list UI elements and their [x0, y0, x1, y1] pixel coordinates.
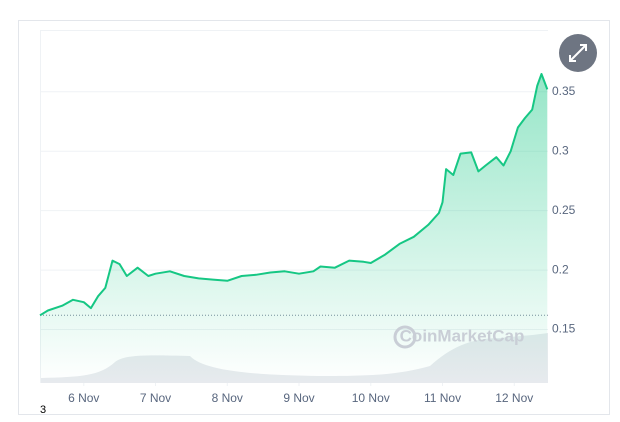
watermark: CoinMarketCap: [400, 326, 525, 345]
x-tick-label: 10 Nov: [352, 391, 390, 405]
price-area: [40, 74, 548, 383]
watermark-logo: [393, 325, 417, 349]
annotation: 3: [40, 404, 46, 416]
x-tick-label: 12 Nov: [495, 391, 533, 405]
x-tick-label: 11 Nov: [424, 391, 461, 405]
expand-icon: [569, 44, 587, 62]
price-line: [39, 73, 549, 317]
y-tick-label: 0.2: [552, 262, 569, 276]
x-tick-label: 7 Nov: [140, 391, 171, 405]
x-tick-label: 9 Nov: [283, 391, 314, 405]
y-tick-label: 0.15: [552, 322, 576, 336]
y-tick-label: 0.35: [552, 84, 576, 98]
y-tick-label: 0.3: [552, 143, 569, 157]
y-tick-label: 0.25: [552, 203, 576, 217]
x-tick-label: 6 Nov: [68, 391, 99, 405]
x-tick-label: 8 Nov: [212, 391, 243, 405]
